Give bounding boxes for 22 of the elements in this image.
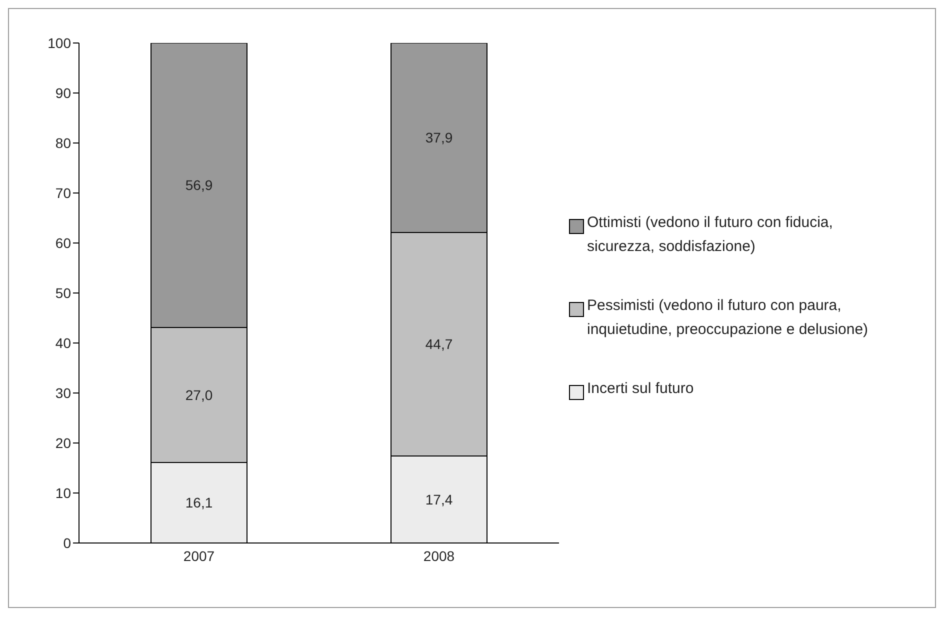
- y-tick-label: 80: [55, 134, 72, 151]
- data-label: 16,1: [185, 494, 213, 511]
- y-tick-label: 100: [48, 34, 72, 51]
- y-tick-label: 40: [55, 334, 72, 351]
- legend-label: Ottimisti (vedono il futuro con fiducia, sicurezza, soddisfazione): [587, 212, 834, 256]
- data-label: 44,7: [425, 336, 453, 352]
- y-tick-label: 90: [55, 84, 72, 101]
- y-tick-label: 50: [55, 284, 72, 301]
- y-tick-label: 20: [55, 434, 72, 451]
- y-tick-label: 10: [55, 484, 72, 501]
- legend-label: Pessimisti (vedono il futuro con paura, inquietudine, preoccupazione e delusione): [587, 296, 870, 340]
- y-tick-label: 0: [63, 534, 72, 551]
- legend-label: Incerti sul futuro: [587, 378, 694, 398]
- data-label: 17,4: [425, 491, 453, 508]
- data-label: 56,9: [185, 177, 213, 194]
- y-tick-label: 60: [55, 234, 72, 251]
- data-label: 27,0: [185, 386, 213, 403]
- data-label: 37,9: [425, 130, 453, 146]
- y-tick-label: 70: [55, 184, 72, 201]
- x-tick-label: 2008: [423, 548, 455, 564]
- x-tick-label: 2007: [183, 548, 215, 564]
- y-tick-label: 30: [55, 384, 72, 401]
